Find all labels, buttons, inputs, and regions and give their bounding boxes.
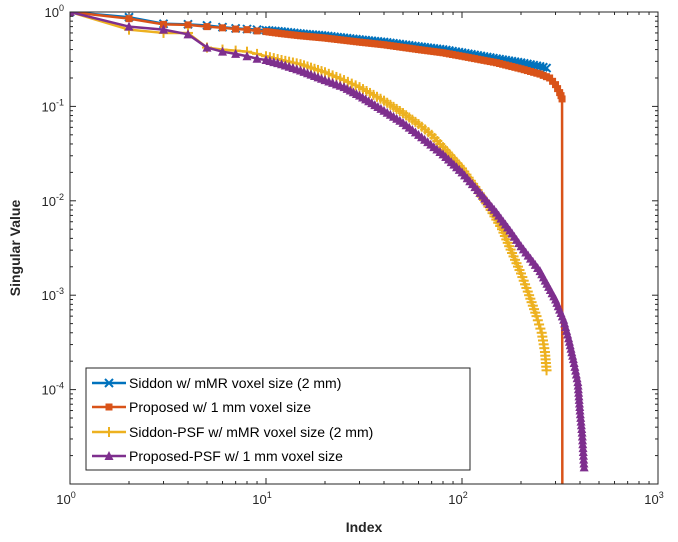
ticks-layer <box>69 11 659 485</box>
data-point <box>125 15 133 23</box>
legend-marker <box>104 427 114 437</box>
tick-labels: 100 101 102 103 100 10-1 10-2 10-3 10-4 <box>42 3 664 507</box>
data-point <box>218 46 228 56</box>
legend-entry: Proposed-PSF w/ 1 mm voxel size <box>92 448 343 464</box>
data-point <box>219 24 227 32</box>
series-2 <box>70 12 566 484</box>
legend-label: Siddon w/ mMR voxel size (2 mm) <box>129 375 341 391</box>
data-point <box>232 25 240 33</box>
legend: Siddon w/ mMR voxel size (2 mm) Proposed … <box>85 367 471 471</box>
legend-entry: Proposed w/ 1 mm voxel size <box>92 399 311 415</box>
series-4 <box>70 12 589 472</box>
x-tick-label: 102 <box>448 490 467 507</box>
data-point <box>253 27 261 35</box>
data-point <box>159 24 169 34</box>
y-tick-label: 10-1 <box>42 97 64 114</box>
data-point <box>243 26 251 34</box>
y-tick-label: 10-3 <box>42 286 64 303</box>
data-point <box>579 462 589 472</box>
legend-entry: Siddon-PSF w/ mMR voxel size (2 mm) <box>92 424 373 440</box>
data-point <box>184 21 192 29</box>
data-point <box>202 42 212 52</box>
legend-label: Proposed-PSF w/ 1 mm voxel size <box>129 448 343 464</box>
x-axis-label: Index <box>346 519 383 535</box>
legend-marker <box>105 403 113 411</box>
x-tick-label: 103 <box>644 490 663 507</box>
y-tick-label: 10-2 <box>42 192 64 209</box>
legend-entry: Siddon w/ mMR voxel size (2 mm) <box>92 375 341 391</box>
data-point <box>231 48 241 58</box>
data-point <box>569 358 579 368</box>
x-tick-label: 101 <box>252 490 271 507</box>
y-axis-label: Singular Value <box>7 200 23 297</box>
data-point <box>571 365 581 375</box>
legend-label: Proposed w/ 1 mm voxel size <box>129 399 311 415</box>
data-point <box>572 373 582 383</box>
data-point <box>203 23 211 31</box>
series-markers <box>70 12 589 472</box>
plot-frame <box>69 11 659 485</box>
legend-marker <box>104 378 114 388</box>
data-point <box>70 12 75 16</box>
data-point <box>252 53 262 63</box>
legend-marker <box>104 451 114 460</box>
series-layer <box>70 12 589 484</box>
y-tick-label: 100 <box>45 3 64 20</box>
data-point <box>183 29 193 39</box>
y-tick-label: 10-4 <box>42 381 64 398</box>
data-point <box>571 369 581 379</box>
data-point <box>552 81 560 89</box>
legend-label: Siddon-PSF w/ mMR voxel size (2 mm) <box>129 424 373 440</box>
data-point <box>160 20 168 28</box>
data-point <box>541 63 552 73</box>
data-point <box>124 21 134 31</box>
data-point <box>554 85 562 93</box>
data-point <box>558 95 566 103</box>
data-point <box>541 365 552 376</box>
data-point <box>568 354 578 364</box>
data-point <box>242 51 252 61</box>
legend-box <box>85 367 471 471</box>
x-tick-label: 100 <box>56 490 75 507</box>
series-markers <box>70 12 566 103</box>
data-point <box>570 361 580 371</box>
